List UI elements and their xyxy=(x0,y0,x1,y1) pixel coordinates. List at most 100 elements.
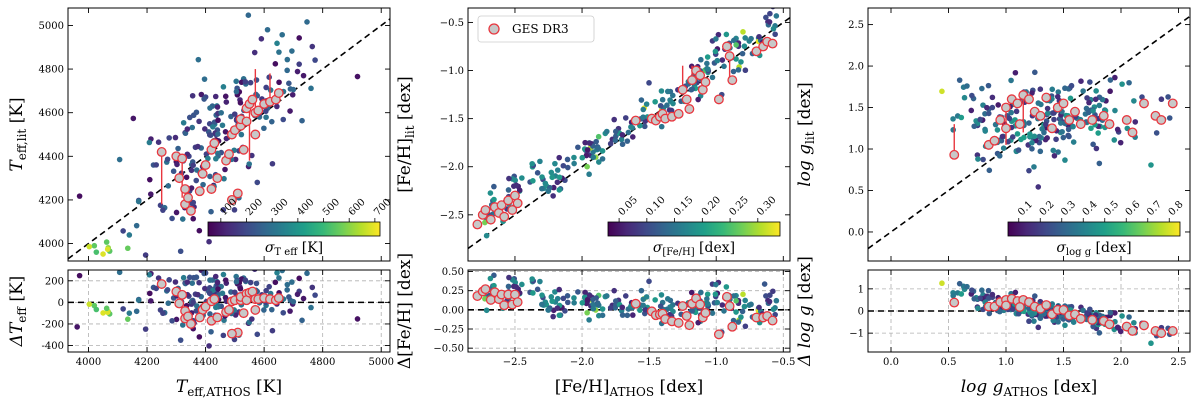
residual-point xyxy=(714,299,721,306)
ges-residual-point xyxy=(713,329,724,340)
residual-point xyxy=(304,270,310,277)
x-tick-label: 5000 xyxy=(368,357,393,368)
field-point xyxy=(198,91,205,98)
ges-residual-point xyxy=(727,321,738,332)
residual-point xyxy=(548,294,555,300)
residual-point xyxy=(166,277,172,283)
field-point xyxy=(550,193,556,199)
y-tick-label: 1.0 xyxy=(848,145,864,156)
residual-point xyxy=(120,306,126,312)
residual-point xyxy=(539,292,545,298)
residual-point xyxy=(284,281,291,288)
field-point xyxy=(595,145,601,152)
field-point xyxy=(1051,116,1057,123)
residual-point xyxy=(742,323,749,330)
field-point xyxy=(1117,139,1124,146)
field-point xyxy=(190,162,196,169)
field-point xyxy=(196,227,203,234)
field-point xyxy=(200,181,206,188)
colorbar-tick-label: 0.10 xyxy=(644,195,668,219)
field-point xyxy=(733,42,739,48)
field-point xyxy=(1012,69,1019,76)
residual-point xyxy=(202,261,208,267)
field-point xyxy=(534,170,541,176)
ges-point xyxy=(681,94,692,105)
colorbar-tick-label: 0.6 xyxy=(1124,199,1143,218)
residual-point xyxy=(233,278,240,285)
field-point xyxy=(274,103,280,110)
field-point xyxy=(1090,108,1096,114)
ges-point xyxy=(713,94,724,105)
ges-residual-point xyxy=(673,317,684,328)
field-point xyxy=(1029,146,1035,152)
field-point xyxy=(1107,88,1113,95)
field-point xyxy=(1031,164,1037,170)
field-point xyxy=(195,56,202,63)
field-point xyxy=(719,57,726,63)
residual-point xyxy=(214,279,221,286)
residual-point xyxy=(770,288,776,295)
field-point xyxy=(740,29,746,35)
ges-residual-point xyxy=(949,297,960,308)
field-point xyxy=(103,239,110,245)
ges-point xyxy=(721,41,732,52)
ges-residual-point xyxy=(1087,314,1098,325)
field-point xyxy=(704,54,711,60)
field-point xyxy=(1065,126,1072,133)
residual-point xyxy=(169,317,175,324)
ges-point xyxy=(485,214,496,225)
ges-point xyxy=(247,94,258,105)
field-point xyxy=(253,77,260,83)
residual-point xyxy=(269,327,276,334)
field-point xyxy=(1044,105,1051,112)
residual-point xyxy=(730,293,737,299)
field-point xyxy=(491,183,497,190)
colorbar-tick-label: 500 xyxy=(321,197,342,218)
residual-point xyxy=(975,305,981,312)
residual-y-tick-label: 1 xyxy=(858,284,864,295)
residual-point xyxy=(505,283,512,290)
residual-point xyxy=(179,322,186,328)
ges-point xyxy=(687,75,698,86)
ges-residual-point xyxy=(1156,328,1167,339)
residual-point xyxy=(742,297,748,304)
residual-point xyxy=(124,316,131,322)
field-point xyxy=(1084,95,1090,101)
residual-point xyxy=(582,289,588,296)
residual-point xyxy=(247,279,254,286)
residual-point xyxy=(1026,318,1032,325)
legend-marker xyxy=(488,23,500,35)
ges-point xyxy=(197,168,208,179)
field-point xyxy=(564,156,571,163)
field-point xyxy=(505,187,512,193)
colorbar-tick-label: 0.15 xyxy=(672,195,696,219)
residual-y-axis-label: Δ[Fe/H] [dex] xyxy=(395,253,415,369)
residual-point xyxy=(222,277,229,283)
x-axis-label: Teff,ATHOS [K] xyxy=(176,377,282,399)
ges-residual-point xyxy=(1041,300,1052,310)
field-point xyxy=(1087,79,1093,85)
ges-point xyxy=(684,104,695,114)
field-point xyxy=(214,104,221,110)
field-point xyxy=(279,31,285,38)
residual-point xyxy=(564,299,571,306)
field-point xyxy=(773,13,780,19)
field-point xyxy=(1086,99,1092,106)
residual-point xyxy=(215,286,221,292)
ges-point xyxy=(224,149,234,160)
residual-y-tick-label: 0.50 xyxy=(442,267,464,278)
field-point xyxy=(212,93,219,100)
field-point xyxy=(309,43,316,50)
legend-box xyxy=(477,15,595,43)
field-point xyxy=(646,80,652,86)
ges-point xyxy=(177,153,188,164)
ges-point xyxy=(724,51,735,62)
field-point xyxy=(950,127,957,133)
field-point xyxy=(1029,139,1035,146)
residual-point xyxy=(637,307,643,313)
field-point xyxy=(1139,94,1145,100)
ges-point xyxy=(206,184,217,194)
field-point xyxy=(604,128,610,135)
residual-point xyxy=(142,326,149,332)
ges-residual-point xyxy=(767,315,778,326)
